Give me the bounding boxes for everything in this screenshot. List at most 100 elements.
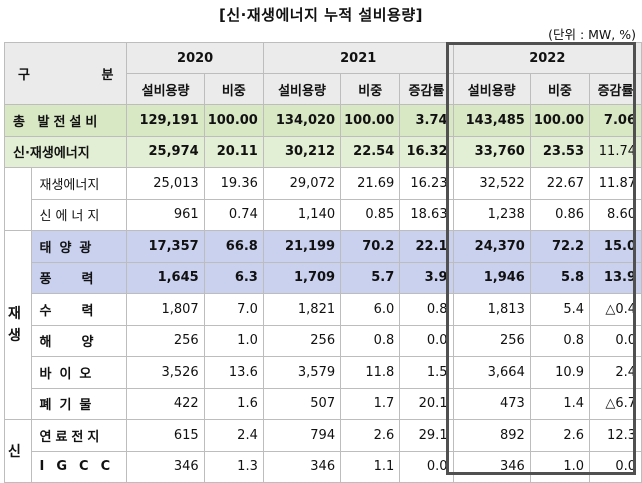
cell: 1.3 xyxy=(203,450,264,483)
cell: 24,370 xyxy=(452,230,531,263)
col-share-2021: 비중 xyxy=(340,73,401,105)
row-label-bio: 바이오 xyxy=(30,356,128,389)
cell: 3,579 xyxy=(262,356,342,389)
corner-right: 분 xyxy=(101,68,114,83)
cell: 5.4 xyxy=(529,293,591,326)
cell: 0.86 xyxy=(529,198,591,231)
cell: 29,072 xyxy=(262,167,342,200)
cell: 0.0 xyxy=(589,450,642,483)
cell: 0.8 xyxy=(340,324,401,357)
cell: 32,522 xyxy=(452,167,531,200)
cell: 2.4 xyxy=(589,356,642,389)
year-2022-header: 2022 xyxy=(452,42,642,74)
cell: 0.74 xyxy=(203,198,264,231)
cell: 256 xyxy=(452,324,531,357)
cell: 20.1 xyxy=(399,387,454,420)
cell: 1.4 xyxy=(529,387,591,420)
group-cell-blank xyxy=(4,167,32,231)
capacity-table: 구 분 2020 2021 2022 설비용량 비중 설비용량 비중 증감률 설… xyxy=(3,42,642,483)
cell: 22.1 xyxy=(399,230,454,263)
cell: 256 xyxy=(126,324,205,357)
table-row: 해양 256 1.0 256 0.8 0.0 256 0.8 0.0 xyxy=(5,324,642,357)
col-capacity-2021: 설비용량 xyxy=(262,73,342,105)
col-share-2020: 비중 xyxy=(203,73,264,105)
cell: 6.3 xyxy=(203,261,264,294)
cell: 30,212 xyxy=(262,135,342,168)
cell: 346 xyxy=(452,450,531,483)
cell: 66.8 xyxy=(203,230,264,263)
cell: 1,709 xyxy=(262,261,342,294)
cell: 16.23 xyxy=(399,167,454,200)
cell: 0.0 xyxy=(399,324,454,357)
cell: 3,664 xyxy=(452,356,531,389)
row-label-total: 총 발전설비 xyxy=(3,104,128,137)
cell: 1.0 xyxy=(203,324,264,357)
cell: △6.7 xyxy=(589,387,642,420)
cell: 1,645 xyxy=(126,261,205,294)
col-share-2022: 비중 xyxy=(529,73,591,105)
cell: 1,821 xyxy=(262,293,342,326)
table-row: 수력 1,807 7.0 1,821 6.0 0.8 1,813 5.4 △0.… xyxy=(5,293,642,326)
cell: 134,020 xyxy=(262,104,342,137)
cell: 1.6 xyxy=(203,387,264,420)
cell: 100.00 xyxy=(203,104,264,137)
cell: 6.0 xyxy=(340,293,401,326)
cell: 21,199 xyxy=(262,230,342,263)
cell: 29.1 xyxy=(399,419,454,452)
cell: 615 xyxy=(126,419,205,452)
cell: 22.54 xyxy=(340,135,401,168)
row-label-hydro: 수력 xyxy=(30,293,128,326)
cell: 10.9 xyxy=(529,356,591,389)
cell: 422 xyxy=(126,387,205,420)
cell: 2.6 xyxy=(340,419,401,452)
header-row-columns: 설비용량 비중 설비용량 비중 증감률 설비용량 비중 증감률 xyxy=(5,73,642,105)
year-2020-header: 2020 xyxy=(126,42,264,74)
cell: 0.8 xyxy=(399,293,454,326)
cell: 507 xyxy=(262,387,342,420)
row-label-renewable: 재생에너지 xyxy=(30,167,128,200)
cell: 1.1 xyxy=(340,450,401,483)
header-row-years: 구 분 2020 2021 2022 xyxy=(3,42,642,105)
table-row: 신에너지 961 0.74 1,140 0.85 18.63 1,238 0.8… xyxy=(5,198,642,231)
cell: 794 xyxy=(262,419,342,452)
cell: 2.6 xyxy=(529,419,591,452)
group-label-new: 신 xyxy=(4,419,32,483)
cell: 1.5 xyxy=(399,356,454,389)
cell: 5.7 xyxy=(340,261,401,294)
row-label-new-energy: 신에너지 xyxy=(30,198,128,231)
col-capacity-2022: 설비용량 xyxy=(452,73,531,105)
cell: △0.4 xyxy=(589,293,642,326)
cell: 19.36 xyxy=(203,167,264,200)
cell: 1,140 xyxy=(262,198,342,231)
group-label-renewable: 재 생 xyxy=(4,230,32,420)
cell: 33,760 xyxy=(452,135,531,168)
table-row: 신 연료전지 615 2.4 794 2.6 29.1 892 2.6 12.3 xyxy=(4,419,642,483)
cell: 256 xyxy=(262,324,342,357)
corner-left: 구 xyxy=(18,68,30,83)
table-row: 바이오 3,526 13.6 3,579 11.8 1.5 3,664 10.9… xyxy=(5,356,642,389)
table-row: 총 발전설비 129,191 100.00 134,020 100.00 3.7… xyxy=(3,104,642,137)
row-label-ocean: 해양 xyxy=(30,324,128,357)
row-label-igcc: IGCC xyxy=(30,450,128,483)
cell: 5.8 xyxy=(529,261,591,294)
cell: 16.32 xyxy=(399,135,454,168)
cell: 21.69 xyxy=(340,167,401,200)
cell: 0.0 xyxy=(589,324,642,357)
col-capacity-2020: 설비용량 xyxy=(126,73,205,105)
cell: 13.6 xyxy=(203,356,264,389)
cell: 473 xyxy=(452,387,531,420)
cell: 11.8 xyxy=(340,356,401,389)
cell: 72.2 xyxy=(529,230,591,263)
table-title: [신·재생에너지 누적 설비용량] xyxy=(219,6,423,24)
corner-header: 구 분 xyxy=(3,42,128,105)
row-label-new-renewable: 신·재생에너지 xyxy=(3,135,128,168)
cell: 892 xyxy=(452,419,531,452)
cell: 17,357 xyxy=(126,230,205,263)
row-label-fuel-cell: 연료전지 xyxy=(30,419,128,452)
cell: 7.06 xyxy=(589,104,642,137)
cell: 1.7 xyxy=(340,387,401,420)
unit-label: (단위 : MW, %) xyxy=(548,27,636,42)
year-2021-header: 2021 xyxy=(262,42,454,74)
table-row: 폐기물 422 1.6 507 1.7 20.1 473 1.4 △6.7 xyxy=(5,387,642,420)
row-label-waste: 폐기물 xyxy=(30,387,128,420)
